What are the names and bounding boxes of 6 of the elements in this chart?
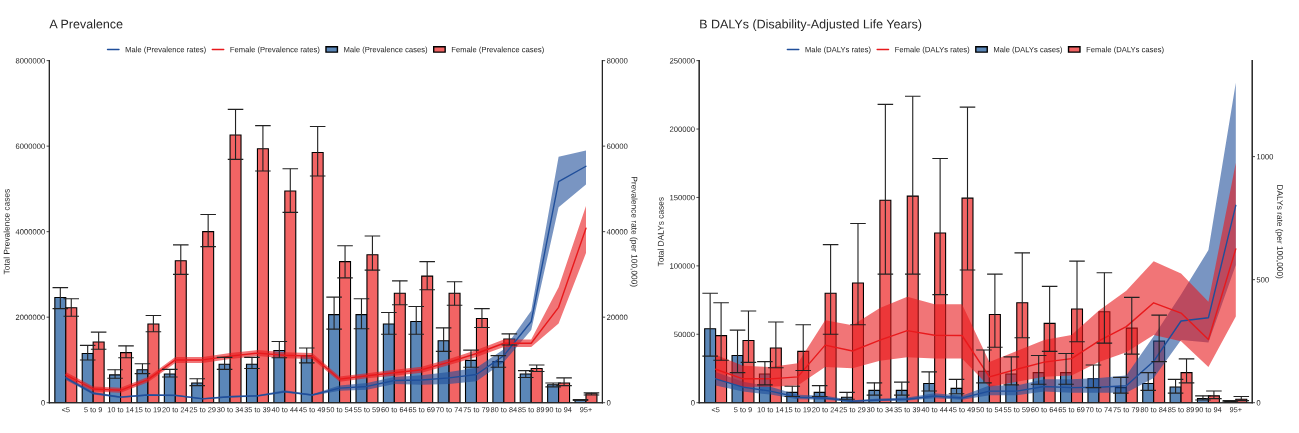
chart-title: A Prevalence: [49, 19, 123, 29]
y-axis-title: Total DALYs cases: [657, 197, 664, 267]
y2-axis-title: DALYs rate (per 100,000): [1275, 185, 1284, 279]
y2-axis-title: Prevalence rate (per 100,000): [629, 176, 638, 287]
chart-title: B DALYs (Disability-Adjusted Life Years): [700, 19, 922, 31]
y-axis-title: Total Prevalence cases: [3, 189, 10, 275]
